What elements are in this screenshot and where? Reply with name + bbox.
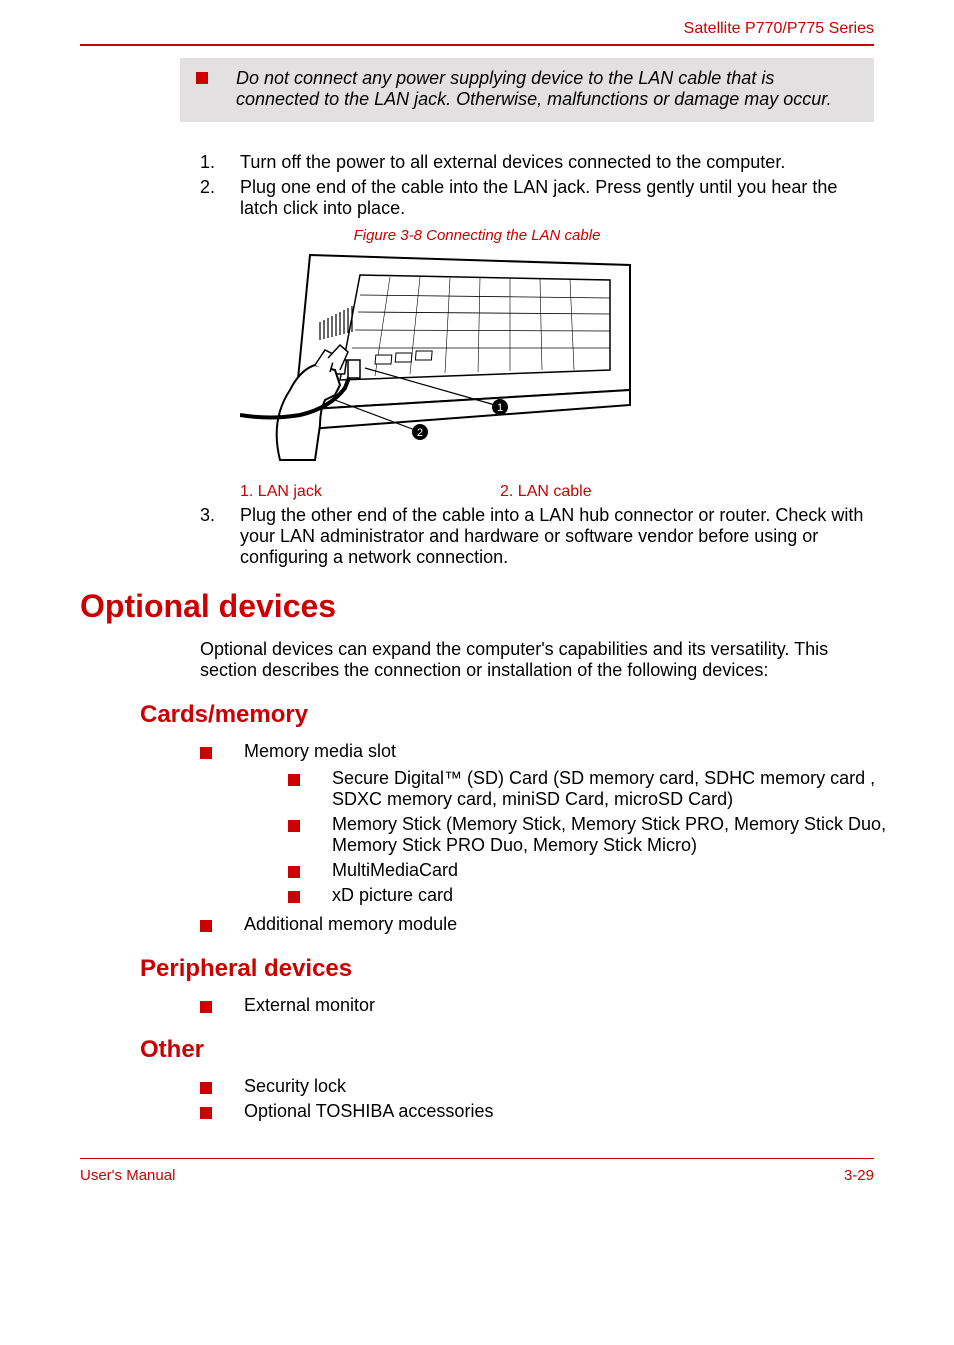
heading-other: Other [140,1036,874,1064]
step-1: 1. Turn off the power to all external de… [200,152,874,173]
optional-intro: Optional devices can expand the computer… [200,639,874,681]
step-num: 1. [200,152,240,173]
warning-text: Do not connect any power supplying devic… [236,68,858,110]
bullet-icon [200,1107,212,1119]
item-text: Memory media slot [244,741,396,761]
page-footer: User's Manual 3-29 [80,1158,874,1184]
heading-peripheral-devices: Peripheral devices [140,955,874,983]
warning-note: Do not connect any power supplying devic… [180,58,874,122]
item-text: xD picture card [332,885,453,906]
step-text: Turn off the power to all external devic… [240,152,785,173]
list-item: MultiMediaCard [288,860,918,881]
list-item: Memory media slot Secure Digital™ (SD) C… [200,741,874,910]
figure-lan-cable: 1 2 [240,250,874,475]
heading-optional-devices: Optional devices [80,588,874,625]
svg-text:2: 2 [417,427,423,439]
svg-text:1: 1 [497,402,503,414]
header-rule [80,44,874,46]
bullet-icon [196,72,208,84]
footer-right: 3-29 [844,1167,874,1184]
list-item: Optional TOSHIBA accessories [200,1101,874,1122]
figure-legend: 1. LAN jack 2. LAN cable [240,483,874,501]
list-item: External monitor [200,995,874,1016]
bullet-icon [288,820,300,832]
item-text: External monitor [244,995,375,1016]
steps-list: 1. Turn off the power to all external de… [200,152,874,219]
step-num: 3. [200,505,240,568]
legend-2: 2. LAN cable [500,483,592,501]
item-text: Security lock [244,1076,346,1097]
bullet-icon [288,774,300,786]
peripheral-list: External monitor [200,995,874,1016]
step-3: 3. Plug the other end of the cable into … [200,505,874,568]
step-2: 2. Plug one end of the cable into the LA… [200,177,874,219]
figure-caption: Figure 3-8 Connecting the LAN cable [80,227,874,244]
steps-list-cont: 3. Plug the other end of the cable into … [200,505,874,568]
heading-cards-memory: Cards/memory [140,701,874,729]
bullet-icon [288,891,300,903]
legend-1: 1. LAN jack [240,483,500,501]
list-item: xD picture card [288,885,918,906]
footer-left: User's Manual [80,1167,175,1184]
bullet-icon [200,747,212,759]
list-item: Additional memory module [200,914,874,935]
step-text: Plug one end of the cable into the LAN j… [240,177,874,219]
bullet-icon [200,1082,212,1094]
list-item: Secure Digital™ (SD) Card (SD memory car… [288,768,918,810]
other-list: Security lock Optional TOSHIBA accessori… [200,1076,874,1122]
item-text: MultiMediaCard [332,860,458,881]
list-item: Memory Stick (Memory Stick, Memory Stick… [288,814,918,856]
item-text: Additional memory module [244,914,457,935]
cards-list: Memory media slot Secure Digital™ (SD) C… [200,741,874,935]
header-series: Satellite P770/P775 Series [80,20,874,38]
bullet-icon [200,1001,212,1013]
item-text: Optional TOSHIBA accessories [244,1101,493,1122]
list-item: Security lock [200,1076,874,1097]
cards-sublist: Secure Digital™ (SD) Card (SD memory car… [288,768,918,906]
bullet-icon [200,920,212,932]
step-text: Plug the other end of the cable into a L… [240,505,874,568]
lan-diagram-icon: 1 2 [240,250,640,470]
bullet-icon [288,866,300,878]
step-num: 2. [200,177,240,219]
item-text: Memory Stick (Memory Stick, Memory Stick… [332,814,918,856]
item-text: Secure Digital™ (SD) Card (SD memory car… [332,768,918,810]
